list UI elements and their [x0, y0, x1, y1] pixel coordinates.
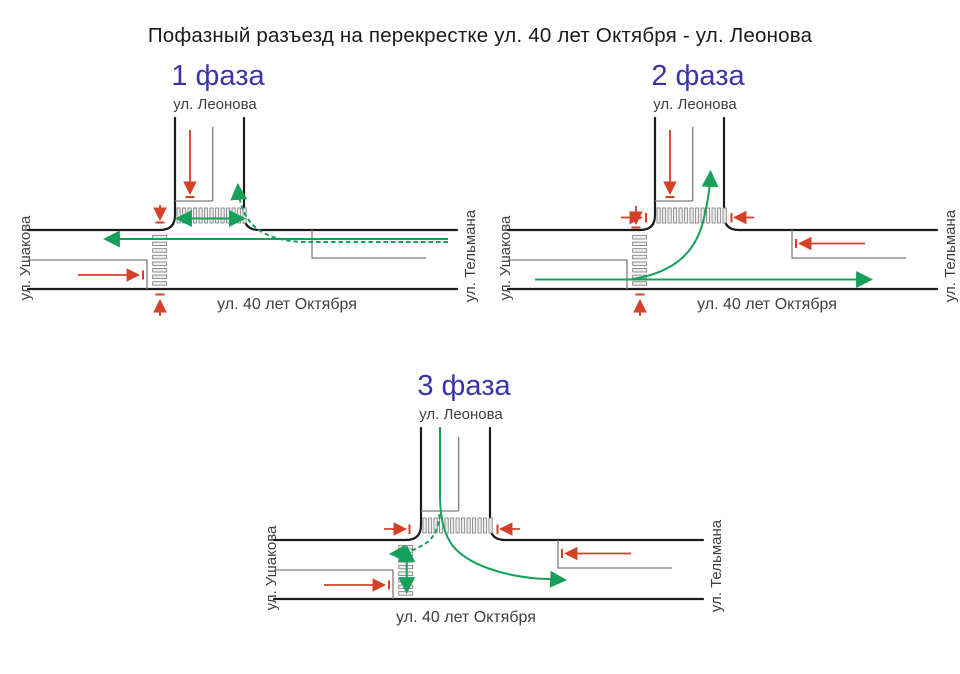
intersection-road-base: [26, 116, 459, 291]
phase-2-label: 2 фаза: [651, 60, 745, 92]
page-title: Пофазный разъезд на перекрестке ул. 40 л…: [147, 24, 813, 47]
allowed-movements: [535, 169, 874, 288]
stopped-movements: [324, 522, 631, 592]
street-label-north: ул. Леонова: [173, 96, 257, 113]
phase-3-section: 3 фаза ул. Леонова ул. Ушакова ул. Тельм…: [256, 368, 726, 630]
street-label-east: ул. Тельмана: [462, 209, 479, 302]
street-label-west: ул. Ушакова: [263, 525, 280, 610]
street-label-north: ул. Леонова: [653, 96, 737, 113]
street-label-north: ул. Леонова: [419, 406, 503, 423]
green-left-turn-arrow: [439, 427, 568, 588]
intersection-road-base: [506, 116, 939, 291]
stopped-movements: [78, 130, 197, 316]
phase-2-section: 2 фаза ул. Леонова ул. Ушакова ул. Тельм…: [490, 58, 960, 320]
street-label-west: ул. Ушакова: [17, 215, 34, 300]
street-label-east: ул. Тельмана: [708, 519, 725, 612]
phase-2-diagram: 2 фаза ул. Леонова ул. Ушакова ул. Тельм…: [497, 60, 959, 316]
phase-3-diagram: 3 фаза ул. Леонова ул. Ушакова ул. Тельм…: [263, 370, 725, 626]
street-label-west: ул. Ушакова: [497, 215, 514, 300]
green-left-turn-arrow: [629, 169, 719, 281]
phase-3-label: 3 фаза: [417, 370, 511, 402]
street-label-main: ул. 40 лет Октября: [396, 609, 536, 626]
green-right-turn-dashed-arrow: [388, 513, 441, 562]
street-label-main: ул. 40 лет Октября: [217, 296, 357, 313]
allowed-movements: [388, 427, 568, 595]
street-label-east: ул. Тельмана: [942, 209, 959, 302]
stopped-movements: [621, 130, 865, 316]
street-label-main: ул. 40 лет Октября: [697, 296, 837, 313]
allowed-movements: [102, 182, 448, 248]
green-right-turn-dashed-arrow: [230, 182, 448, 243]
intersection-road-base: [272, 426, 705, 601]
phase-1-diagram: 1 фаза ул. Леонова ул. Ушакова ул. Тельм…: [17, 60, 479, 316]
phase-1-label: 1 фаза: [171, 60, 265, 92]
phase-1-section: 1 фаза ул. Леонова ул. Ушакова ул. Тельм…: [10, 58, 480, 320]
